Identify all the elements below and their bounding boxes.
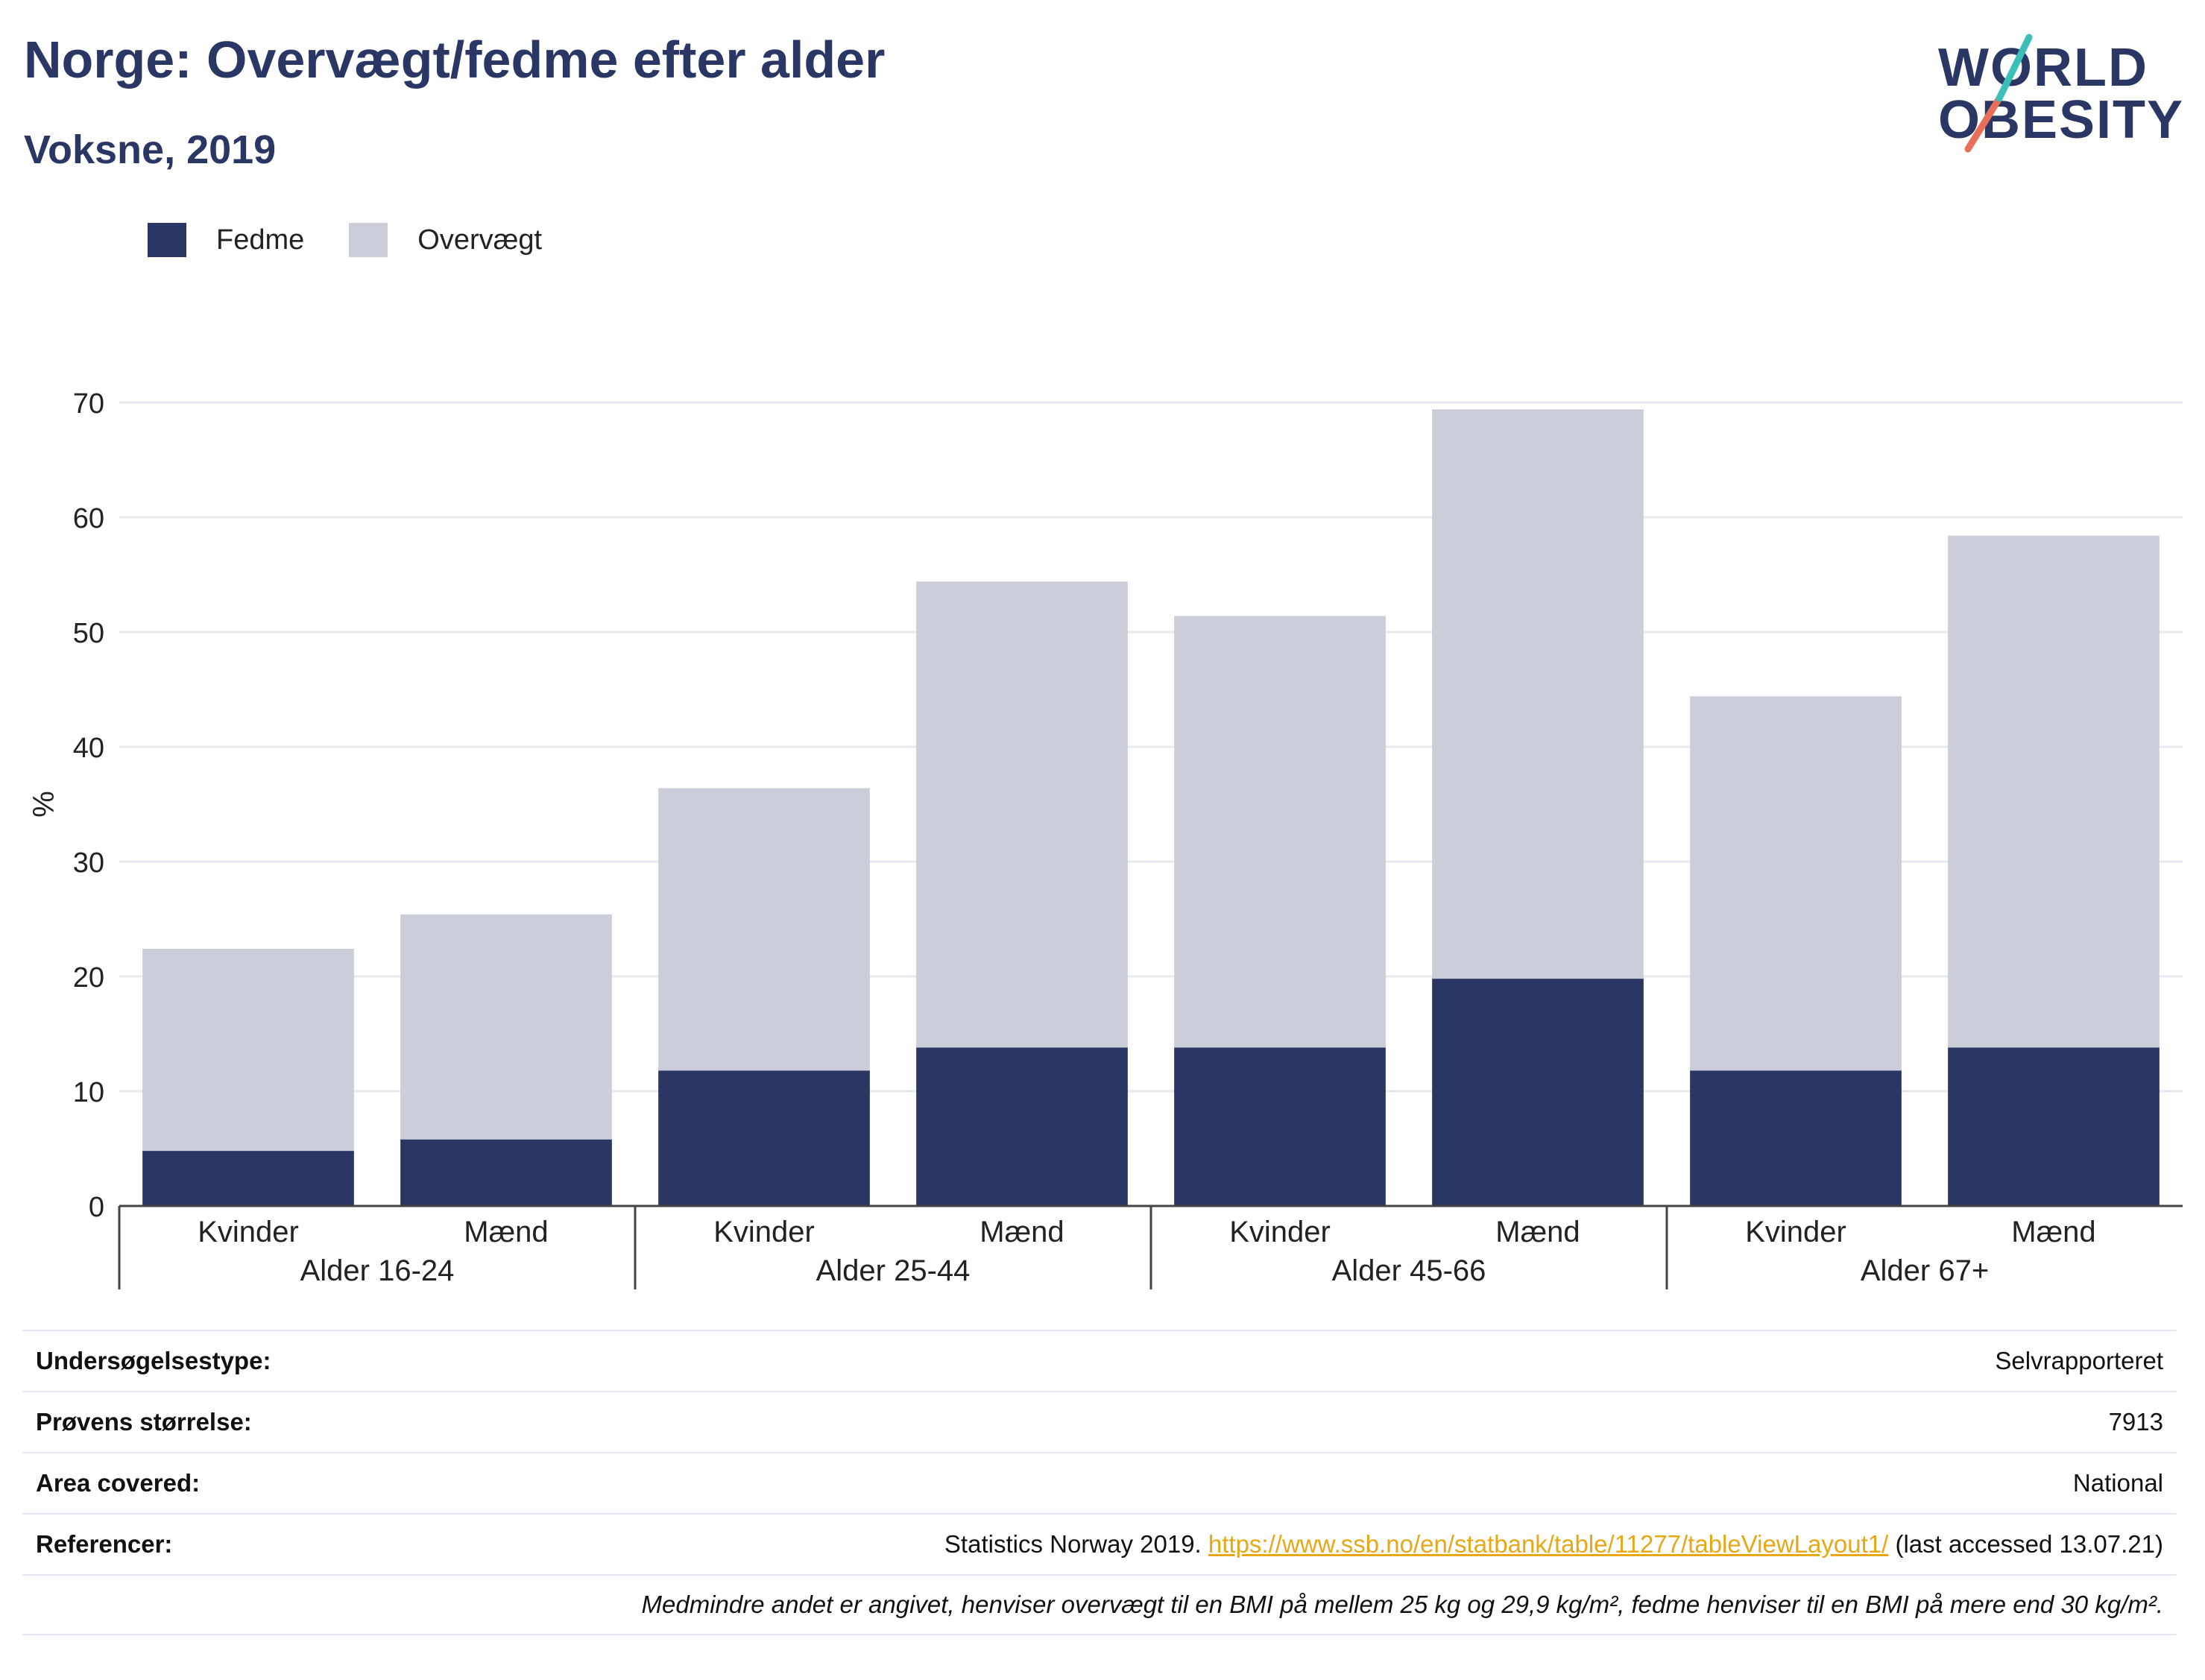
- info-label: Prøvens størrelse:: [36, 1408, 252, 1436]
- bar-fedme: [400, 1139, 612, 1206]
- x-tick-label: Mænd: [980, 1216, 1064, 1248]
- definition-note: Medmindre andet er angivet, henviser ove…: [641, 1591, 2163, 1618]
- x-tick-label: Mænd: [2011, 1216, 2095, 1248]
- legend-swatch-fedme: [148, 223, 186, 257]
- bar-fedme: [1690, 1070, 1902, 1206]
- bar-fedme: [658, 1070, 870, 1206]
- bar-overvaegt: [1690, 696, 1902, 1071]
- legend-label-fedme: Fedme: [216, 224, 305, 256]
- info-value: 7913: [2108, 1408, 2163, 1436]
- bar-fedme: [916, 1047, 1128, 1206]
- group-label: Alder 67+: [1861, 1254, 1989, 1287]
- info-value: Selvrapporteret: [1995, 1347, 2163, 1374]
- y-tick-label: 40: [73, 733, 104, 764]
- x-tick-label: Mænd: [1495, 1216, 1580, 1248]
- stacked-bar-chart: 0 10 20 30 40 50 60 70% Kvinder Mænd Kvinder Mænd Kv…: [28, 388, 2183, 1289]
- x-tick-label: Kvinder: [713, 1216, 815, 1248]
- info-row-sample-size: Prøvens størrelse: 7913: [22, 1391, 2177, 1452]
- x-tick-label: Kvinder: [1229, 1216, 1331, 1248]
- logo-line-2: OBESITY: [1938, 90, 2185, 150]
- y-tick-label: 70: [73, 388, 104, 420]
- world-obesity-logo: WORLD OBESITY: [1938, 30, 2184, 164]
- bar-overvaegt: [400, 914, 612, 1140]
- info-row-survey-type: Undersøgelsestype: Selvrapporteret: [22, 1330, 2177, 1391]
- y-tick-label: 0: [89, 1192, 104, 1223]
- bar-overvaegt: [142, 949, 354, 1152]
- info-label: Referencer:: [36, 1530, 173, 1558]
- bar-overvaegt: [1948, 535, 2160, 1048]
- legend-item-overvaegt[interactable]: Overvægt: [349, 223, 542, 257]
- references-value: Statistics Norway 2019. https://www.ssb.…: [944, 1530, 2163, 1559]
- bar-fedme: [1432, 979, 1644, 1206]
- bar-overvaegt: [916, 581, 1128, 1048]
- y-tick-label: 10: [73, 1077, 104, 1108]
- bar-overvaegt: [658, 788, 870, 1071]
- bar-fedme: [1948, 1047, 2160, 1206]
- reference-prefix: Statistics Norway 2019.: [944, 1530, 1208, 1558]
- logo-line-1: WORLD: [1938, 38, 2148, 98]
- legend-label-overvaegt: Overvægt: [417, 224, 543, 256]
- page-subtitle: Voksne, 2019: [24, 127, 277, 172]
- y-tick-label: 60: [73, 503, 104, 534]
- y-axis-label: %: [28, 791, 60, 818]
- bar-fedme: [142, 1151, 354, 1206]
- y-tick-label: 50: [73, 618, 104, 649]
- info-row-area-covered: Area covered: National: [22, 1452, 2177, 1513]
- chart-legend: Fedme Overvægt: [148, 221, 587, 259]
- x-tick-label: Kvinder: [198, 1216, 299, 1248]
- reference-link[interactable]: https://www.ssb.no/en/statbank/table/112…: [1208, 1530, 1889, 1558]
- info-label: Area covered:: [36, 1469, 201, 1497]
- page-title: Norge: Overvægt/fedme efter alder: [24, 31, 886, 89]
- info-value: National: [2072, 1469, 2163, 1497]
- info-table: Undersøgelsestype: Selvrapporteret Prøve…: [22, 1330, 2177, 1635]
- bar-overvaegt: [1174, 616, 1386, 1048]
- y-tick-label: 20: [73, 962, 104, 994]
- bar-fedme: [1174, 1047, 1386, 1206]
- logo-slash-icon: [1964, 34, 2033, 153]
- x-tick-label: Kvinder: [1745, 1216, 1846, 1248]
- info-label: Undersøgelsestype:: [36, 1347, 271, 1374]
- group-label: Alder 16-24: [300, 1254, 455, 1287]
- info-row-references: Referencer: Statistics Norway 2019. http…: [22, 1513, 2177, 1574]
- legend-item-fedme[interactable]: Fedme: [148, 223, 304, 257]
- group-label: Alder 45-66: [1332, 1254, 1486, 1287]
- x-tick-label: Mænd: [464, 1216, 548, 1248]
- y-tick-label: 30: [73, 847, 104, 879]
- reference-suffix: (last accessed 13.07.21): [1888, 1530, 2163, 1558]
- legend-swatch-overvaegt: [349, 223, 388, 257]
- bar-overvaegt: [1432, 409, 1644, 979]
- group-label: Alder 25-44: [816, 1254, 971, 1287]
- info-row-note: Medmindre andet er angivet, henviser ove…: [22, 1574, 2177, 1635]
